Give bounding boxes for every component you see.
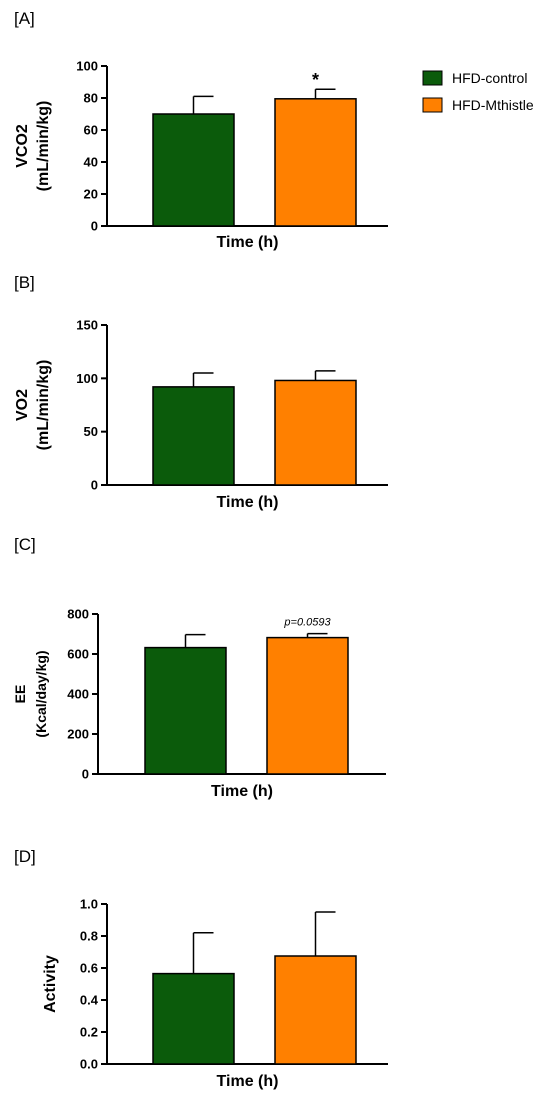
y-tick-label: 600: [67, 647, 89, 662]
panel-label: [D]: [14, 847, 36, 866]
y-axis-label: EE: [12, 685, 28, 704]
y-tick-label: 0.8: [80, 929, 98, 944]
bar-hfd-mthistle: [274, 379, 357, 486]
legend-swatch-hfd-control: [422, 70, 443, 86]
y-tick-label: 0.4: [80, 993, 99, 1008]
y-tick-label: 100: [76, 59, 98, 74]
y-tick-label: 40: [84, 155, 98, 170]
y-tick-label: 150: [76, 318, 98, 333]
x-axis-label: Time (h): [217, 494, 279, 511]
y-axis-label: (mL/min/kg): [35, 360, 52, 451]
y-tick-label: 60: [84, 123, 98, 138]
y-tick-label: 50: [84, 424, 98, 439]
y-tick-label: 80: [84, 91, 98, 106]
chart-panel: [D] 0.0 0.2 0.4 0.6 0.8 1.0 Time (h) Activity: [14, 847, 388, 1090]
bar-hfd-control: [152, 972, 235, 1065]
p-value-annotation: p=0.0593: [283, 617, 331, 629]
legend-label-hfd-control: HFD-control: [452, 70, 527, 86]
y-tick-label: 0.6: [80, 961, 98, 976]
y-tick-label: 0: [82, 767, 89, 782]
bar-hfd-mthistle: [274, 955, 357, 1065]
panel-label: [C]: [14, 535, 36, 554]
panel-label: [A]: [14, 9, 35, 28]
bar-hfd-control: [152, 386, 235, 486]
y-axis-label: Activity: [42, 955, 59, 1013]
panel-label: [B]: [14, 273, 35, 292]
y-tick-label: 1.0: [80, 897, 98, 912]
bar-hfd-mthistle: [266, 636, 349, 775]
bar-hfd-control: [152, 113, 235, 227]
x-axis-label: Time (h): [217, 234, 279, 251]
bar-hfd-mthistle: [274, 98, 357, 227]
significance-annotation: *: [312, 70, 319, 90]
x-axis-label: Time (h): [211, 783, 273, 800]
y-tick-label: 0: [91, 478, 98, 493]
legend-swatch-hfd-mthistle: [422, 97, 443, 113]
y-axis-label: VCO2: [14, 124, 31, 168]
y-axis-label: VO2: [14, 389, 31, 421]
legend-label-hfd-mthistle: HFD-Mthistle: [452, 97, 534, 113]
legend: HFD-control HFD-Mthistle: [422, 70, 534, 113]
chart-panel: [A] 0 20 40 60 80 100 * Time (h) VCO2 (mL/min/kg): [14, 9, 388, 251]
y-tick-label: 800: [67, 607, 89, 622]
y-tick-label: 0.0: [80, 1057, 98, 1072]
y-tick-label: 0: [91, 219, 98, 234]
y-axis-label: (Kcal/day/kg): [33, 650, 49, 737]
x-axis-label: Time (h): [217, 1073, 279, 1090]
chart-panel: [B] 0 50 100 150 Time (h) VO2 (mL/min/kg): [14, 273, 388, 511]
y-tick-label: 400: [67, 687, 89, 702]
y-tick-label: 200: [67, 727, 89, 742]
y-tick-label: 0.2: [80, 1025, 98, 1040]
y-tick-label: 100: [76, 371, 98, 386]
y-tick-label: 20: [84, 187, 98, 202]
y-axis-label: (mL/min/kg): [35, 101, 52, 192]
bar-hfd-control: [144, 646, 227, 775]
chart-panel: [C] 0 200 400 600 800 p=0.0593 Time (h) EE (Kcal/…: [12, 535, 386, 800]
